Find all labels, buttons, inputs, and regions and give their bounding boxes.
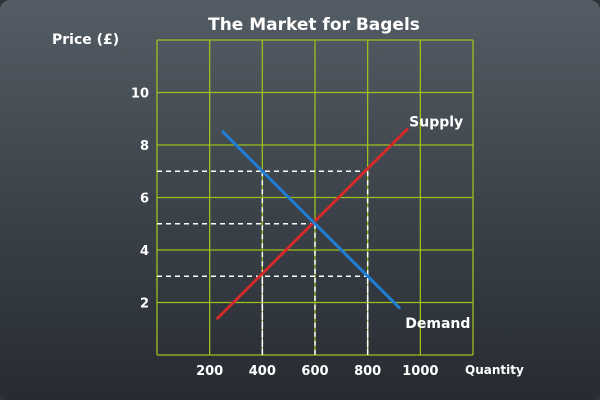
supply-line <box>216 127 409 320</box>
grid <box>156 39 474 356</box>
reference-lines <box>157 170 369 355</box>
x-tick-label: 600 <box>301 364 328 379</box>
y-tick-label: 8 <box>140 139 149 154</box>
series-labels: Supply Demand <box>405 114 470 332</box>
y-tick-label: 2 <box>140 297 149 312</box>
series-lines <box>216 127 409 320</box>
x-tick-label: 800 <box>354 364 381 379</box>
y-tick-label: 6 <box>140 192 149 207</box>
demand-label: Demand <box>405 316 470 332</box>
x-tick-label: 400 <box>249 364 276 379</box>
chart-title: The Market for Bagels <box>208 15 420 35</box>
x-axis-label: Quantity <box>465 363 524 377</box>
demand-line <box>221 130 401 310</box>
supply-label: Supply <box>409 114 463 130</box>
y-axis-label: Price (£) <box>52 32 119 48</box>
x-tick-label: 1000 <box>402 364 438 379</box>
x-tick-label: 200 <box>196 364 223 379</box>
tick-labels: 200 400 600 800 1000 2 4 6 8 10 <box>131 87 439 380</box>
y-tick-label: 10 <box>131 87 149 102</box>
y-tick-label: 4 <box>140 244 149 259</box>
